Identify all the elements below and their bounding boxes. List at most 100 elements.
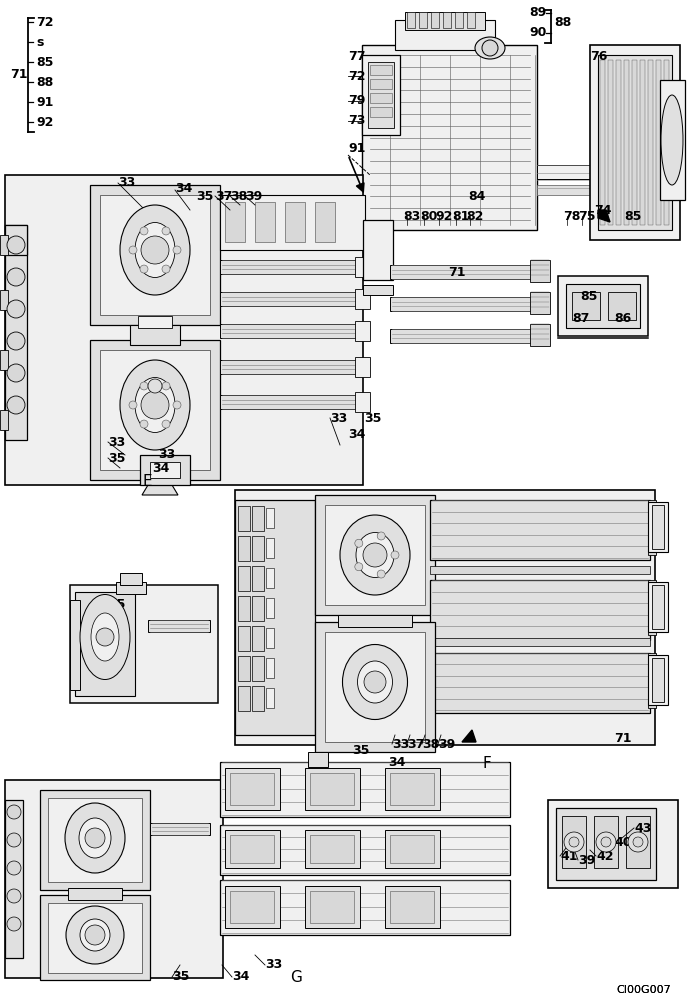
- Circle shape: [355, 563, 363, 571]
- Circle shape: [7, 889, 21, 903]
- Bar: [70, 600, 80, 690]
- Bar: [100, 350, 210, 470]
- Bar: [443, 12, 451, 28]
- Bar: [310, 835, 354, 863]
- Circle shape: [140, 227, 148, 235]
- Bar: [90, 340, 220, 480]
- Circle shape: [482, 40, 498, 56]
- Circle shape: [7, 300, 25, 318]
- Circle shape: [141, 236, 169, 264]
- Bar: [537, 185, 622, 195]
- Text: 38: 38: [422, 738, 439, 750]
- Bar: [363, 220, 393, 280]
- Text: 34: 34: [108, 611, 125, 624]
- Bar: [405, 12, 485, 30]
- Bar: [648, 502, 668, 552]
- Bar: [266, 598, 274, 618]
- Bar: [455, 12, 463, 28]
- Text: 75: 75: [578, 210, 596, 223]
- Text: 83: 83: [403, 210, 420, 223]
- Circle shape: [377, 532, 385, 540]
- Bar: [5, 780, 223, 978]
- Bar: [598, 55, 672, 230]
- Bar: [266, 538, 274, 558]
- Bar: [648, 60, 653, 225]
- Bar: [600, 60, 605, 225]
- Ellipse shape: [135, 377, 175, 432]
- Text: 90: 90: [529, 26, 546, 39]
- Bar: [310, 773, 354, 805]
- Bar: [648, 653, 656, 708]
- Bar: [220, 324, 365, 338]
- Bar: [370, 107, 392, 117]
- Polygon shape: [462, 730, 476, 742]
- Circle shape: [141, 391, 169, 419]
- Bar: [120, 573, 142, 585]
- Text: 91: 91: [36, 96, 54, 108]
- Bar: [235, 490, 655, 745]
- Bar: [145, 375, 165, 400]
- Text: 33: 33: [265, 958, 282, 972]
- Bar: [572, 292, 600, 320]
- Bar: [5, 800, 23, 958]
- Bar: [5, 225, 27, 255]
- Text: 78: 78: [563, 210, 581, 223]
- Circle shape: [129, 246, 137, 254]
- Bar: [652, 505, 664, 549]
- Bar: [385, 768, 440, 810]
- Ellipse shape: [79, 818, 111, 858]
- Bar: [467, 12, 475, 28]
- Circle shape: [96, 628, 114, 646]
- Text: CI00G007: CI00G007: [616, 985, 671, 995]
- Bar: [220, 762, 510, 817]
- Bar: [590, 45, 680, 240]
- Bar: [252, 656, 264, 681]
- Text: 35: 35: [108, 598, 125, 611]
- Bar: [338, 615, 412, 627]
- Circle shape: [7, 268, 25, 286]
- Circle shape: [162, 382, 170, 390]
- Bar: [220, 195, 365, 250]
- Bar: [238, 536, 250, 561]
- Bar: [556, 808, 656, 880]
- Bar: [40, 790, 150, 890]
- Text: 88: 88: [554, 16, 571, 29]
- Bar: [558, 276, 648, 336]
- Circle shape: [85, 828, 105, 848]
- Text: 79: 79: [348, 95, 365, 107]
- Text: F: F: [482, 756, 491, 772]
- Bar: [230, 835, 274, 863]
- Ellipse shape: [356, 532, 394, 578]
- Bar: [150, 823, 210, 835]
- Bar: [355, 321, 370, 341]
- Text: 92: 92: [36, 115, 54, 128]
- Bar: [308, 752, 328, 767]
- Bar: [68, 888, 122, 900]
- Text: 89: 89: [529, 6, 546, 19]
- Bar: [70, 585, 218, 703]
- Bar: [48, 903, 142, 973]
- Text: 35: 35: [108, 452, 125, 464]
- Bar: [225, 768, 280, 810]
- Bar: [252, 626, 264, 651]
- Circle shape: [355, 539, 363, 547]
- Bar: [238, 626, 250, 651]
- Bar: [225, 886, 280, 928]
- Bar: [315, 202, 335, 242]
- Bar: [220, 260, 365, 274]
- Bar: [390, 773, 434, 805]
- Text: 92: 92: [435, 210, 453, 223]
- Bar: [594, 816, 618, 868]
- Bar: [148, 620, 210, 632]
- Circle shape: [162, 227, 170, 235]
- Bar: [362, 45, 537, 230]
- Text: 80: 80: [420, 210, 438, 223]
- Bar: [238, 656, 250, 681]
- Ellipse shape: [65, 803, 125, 873]
- Bar: [225, 202, 245, 242]
- Bar: [431, 12, 439, 28]
- Bar: [537, 165, 622, 179]
- Bar: [252, 596, 264, 621]
- Bar: [140, 455, 190, 485]
- Polygon shape: [142, 485, 178, 495]
